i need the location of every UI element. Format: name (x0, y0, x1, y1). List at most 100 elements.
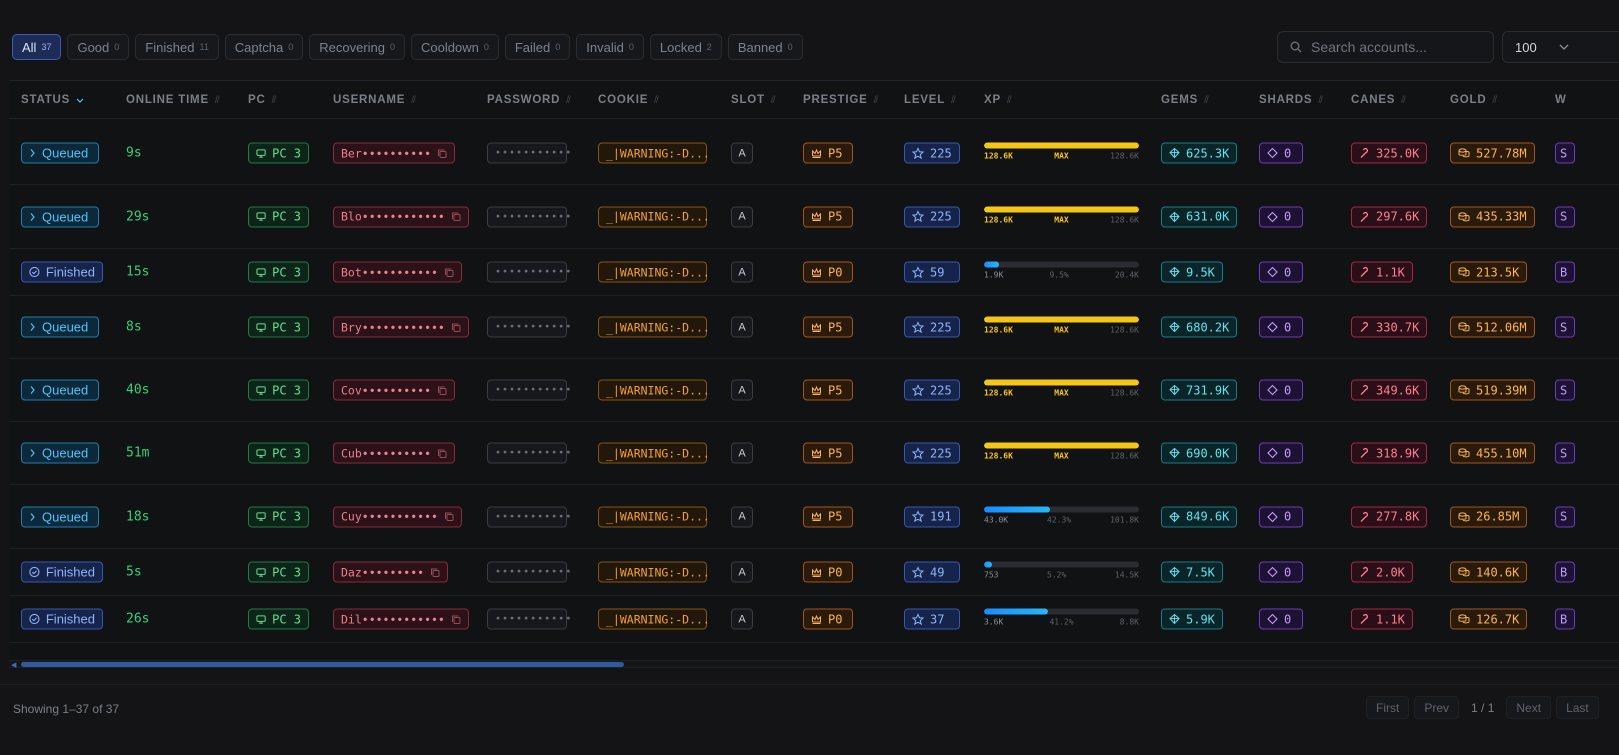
scrollbar-thumb[interactable] (21, 662, 624, 667)
scroll-left-icon[interactable]: ◀ (11, 662, 17, 669)
column-online-time[interactable]: ONLINE TIME // (126, 94, 219, 106)
password-field[interactable]: ••••••••••• (487, 142, 571, 164)
search-input[interactable] (1311, 39, 1491, 55)
password-field[interactable]: ••••••••••• (487, 442, 571, 464)
copy-icon[interactable] (451, 322, 461, 332)
monitor-icon (256, 148, 266, 158)
resize-handle[interactable]: // (214, 94, 219, 106)
monitor-icon (256, 614, 266, 624)
chevron-right-icon (30, 449, 35, 457)
last-page-button[interactable]: Last (1556, 696, 1599, 719)
column-gems[interactable]: GEMS // (1161, 94, 1209, 106)
copy-icon[interactable] (451, 212, 461, 222)
password-text: ••••••••••• (495, 613, 573, 625)
search-box[interactable] (1277, 31, 1494, 63)
diamond-icon (1267, 511, 1278, 522)
xp-labels: 128.6K MAX 128.6K (984, 452, 1139, 461)
cookie-text: _|WARNING:-D... (606, 265, 710, 279)
resize-handle[interactable]: // (873, 94, 878, 106)
status-text: Queued (42, 509, 89, 524)
password-text: ••••••••••• (495, 266, 573, 278)
filter-chip-banned[interactable]: Banned 0 (727, 34, 803, 60)
column-shards[interactable]: SHARDS // (1259, 94, 1323, 106)
copy-icon[interactable] (437, 385, 447, 395)
resize-handle[interactable]: // (1204, 94, 1208, 106)
first-page-button[interactable]: First (1366, 696, 1410, 719)
gem-icon (1169, 147, 1180, 159)
xp-bar (984, 442, 1139, 449)
column-pc[interactable]: PC // (248, 94, 276, 106)
cookie-field[interactable]: _|WARNING:-D... (598, 206, 710, 227)
column-slot[interactable]: SLOT // (731, 94, 775, 106)
resize-handle[interactable]: // (1401, 94, 1405, 106)
resize-handle[interactable]: // (951, 94, 955, 106)
shards-badge: 0 (1259, 261, 1303, 283)
table-footer: Showing 1–37 of 37 First Prev 1 / 1 Next… (0, 684, 1619, 755)
resize-handle[interactable]: // (1006, 94, 1011, 106)
filter-chip-all[interactable]: All 37 (12, 34, 62, 60)
cookie-field[interactable]: _|WARNING:-D... (598, 561, 710, 583)
resize-handle[interactable]: // (1492, 94, 1496, 106)
column-password[interactable]: PASSWORD // (487, 94, 571, 106)
gold-badge: 126.7K (1450, 608, 1528, 630)
cookie-field[interactable]: _|WARNING:-D... (598, 316, 710, 338)
table-row[interactable]: Queued 18s PC 3 Cuy••••••••••• •••••••••… (9, 485, 1619, 549)
cookie-field[interactable]: _|WARNING:-D... (598, 142, 710, 164)
copy-icon[interactable] (430, 567, 440, 577)
filter-chip-captcha[interactable]: Captcha 0 (224, 34, 304, 60)
xp-required: 128.6K (1110, 325, 1139, 335)
filter-chip-failed[interactable]: Failed 0 (504, 34, 571, 60)
copy-icon[interactable] (451, 614, 461, 624)
table-row[interactable]: Finished 15s PC 3 Bot••••••••••• •••••••… (9, 249, 1619, 296)
password-field[interactable]: ••••••••••• (487, 261, 571, 283)
column-gold[interactable]: GOLD // (1450, 94, 1497, 106)
copy-icon[interactable] (437, 148, 447, 158)
filter-chip-recovering[interactable]: Recovering 0 (309, 34, 405, 60)
copy-icon[interactable] (437, 448, 447, 458)
cookie-field[interactable]: _|WARNING:-D... (598, 379, 710, 401)
cookie-field[interactable]: _|WARNING:-D... (598, 442, 710, 464)
table-row[interactable]: Queued 8s PC 3 Bry•••••••••••• •••••••••… (9, 296, 1619, 359)
password-field[interactable]: ••••••••••• (487, 561, 571, 583)
table-row[interactable]: Queued 29s PC 3 Blo•••••••••••• ••••••••… (9, 185, 1619, 249)
column-xp[interactable]: XP // (984, 94, 1011, 106)
table-row[interactable]: Queued 51m PC 3 Cub•••••••••• ••••••••••… (9, 422, 1619, 485)
copy-icon[interactable] (444, 512, 454, 522)
gems-text: 625.3K (1186, 146, 1230, 160)
table-row[interactable]: Queued 40s PC 3 Cov•••••••••• ••••••••••… (9, 359, 1619, 422)
resize-handle[interactable]: // (271, 94, 276, 106)
table-row[interactable]: Finished 26s PC 3 Dil•••••••••••• ••••••… (9, 596, 1619, 643)
horizontal-scrollbar[interactable]: ◀ (9, 660, 1619, 669)
column-status[interactable]: STATUS (21, 94, 84, 106)
cookie-field[interactable]: _|WARNING:-D... (598, 261, 710, 283)
column-username[interactable]: USERNAME // (333, 94, 416, 106)
prev-page-button[interactable]: Prev (1414, 696, 1460, 719)
resize-handle[interactable]: // (770, 94, 775, 106)
column-next[interactable]: W (1555, 94, 1567, 106)
password-field[interactable]: ••••••••••• (487, 206, 571, 227)
password-field[interactable]: ••••••••••• (487, 608, 571, 630)
password-field[interactable]: ••••••••••• (487, 506, 571, 527)
page-size-select[interactable]: 100 (1502, 31, 1619, 63)
cookie-field[interactable]: _|WARNING:-D... (598, 608, 710, 630)
resize-handle[interactable]: // (566, 94, 570, 106)
filter-chip-cooldown[interactable]: Cooldown 0 (411, 34, 499, 60)
table-row[interactable]: Queued 9s PC 3 Ber•••••••••• •••••••••••… (9, 122, 1619, 185)
resize-handle[interactable]: // (1318, 94, 1322, 106)
column-prestige[interactable]: PRESTIGE // (803, 94, 878, 106)
cookie-field[interactable]: _|WARNING:-D... (598, 506, 710, 527)
filter-chip-invalid[interactable]: Invalid 0 (576, 34, 644, 60)
copy-icon[interactable] (444, 267, 454, 277)
resize-handle[interactable]: // (411, 94, 415, 106)
next-page-button[interactable]: Next (1506, 696, 1552, 719)
filter-chip-locked[interactable]: Locked 2 (649, 34, 722, 60)
table-row[interactable]: Finished 5s PC 3 Daz••••••••• ••••••••••… (9, 549, 1619, 596)
column-canes[interactable]: CANES // (1351, 94, 1406, 106)
password-field[interactable]: ••••••••••• (487, 379, 571, 401)
filter-chip-good[interactable]: Good 0 (67, 34, 130, 60)
column-cookie[interactable]: COOKIE // (598, 94, 659, 106)
column-level[interactable]: LEVEL // (904, 94, 956, 106)
filter-chip-finished[interactable]: Finished 11 (135, 34, 219, 60)
resize-handle[interactable]: // (654, 94, 658, 106)
password-field[interactable]: ••••••••••• (487, 316, 571, 338)
